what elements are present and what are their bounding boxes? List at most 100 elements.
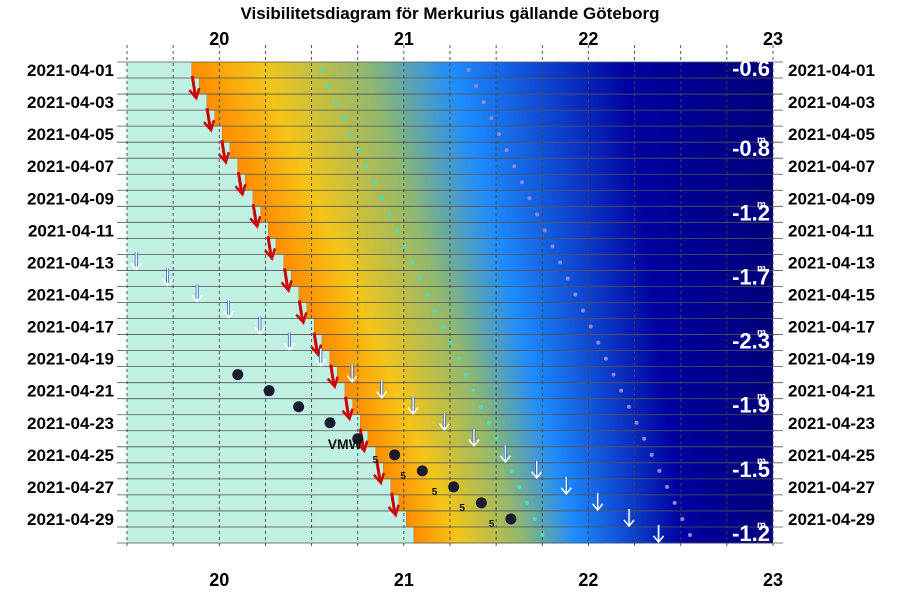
mercury-set-arrow-head: [283, 343, 296, 351]
civil-twilight-dot: [364, 164, 369, 169]
sunset-arrow-shaft: [190, 75, 197, 96]
daylight-row: [127, 398, 353, 416]
daylight-row: [127, 94, 207, 111]
sunset-arrow: [234, 172, 247, 197]
nautical-twilight-dot: [619, 388, 624, 393]
nautical-twilight-dot: [504, 148, 509, 153]
nautical-twilight-dot: [558, 260, 563, 265]
sunset-arrow: [341, 396, 354, 422]
civil-twilight-dot: [440, 324, 445, 329]
nautical-twilight-dot: [626, 404, 631, 409]
y-tick-right: 2021-04-11: [788, 221, 874, 240]
twilight-row: [383, 462, 773, 480]
magnitude-label: -1.2: [732, 200, 770, 225]
mercury-label: 5: [459, 503, 465, 514]
nautical-twilight-dot: [565, 276, 570, 281]
civil-twilight-dot: [448, 340, 453, 345]
mercury-set-arrow: [592, 492, 604, 512]
y-tick-right: 2021-04-17: [788, 318, 875, 337]
y-tick-right: 2021-04-03: [788, 93, 875, 112]
sunset-arrow-head: [203, 119, 216, 133]
y-tick-right: 2021-04-19: [788, 350, 875, 369]
nautical-twilight-dot: [672, 500, 677, 505]
mercury-position-dot: [352, 433, 364, 445]
magnitude-unit: m: [757, 392, 766, 403]
sunset-arrow-head: [310, 344, 323, 358]
y-tick-left: 2021-04-11: [28, 221, 114, 240]
mercury-set-arrow-head: [623, 519, 635, 528]
civil-twilight-dot: [402, 244, 407, 249]
mercury-set-arrow-head: [130, 262, 142, 271]
y-tick-left: 2021-04-07: [27, 157, 114, 176]
y-tick-left: 2021-04-09: [27, 189, 114, 208]
mercury-set-arrow-head: [407, 407, 419, 415]
mercury-set-arrow: [652, 524, 665, 544]
mercury-set-arrow: [531, 460, 543, 480]
civil-twilight-dot: [540, 532, 545, 537]
civil-twilight-dot: [494, 436, 499, 441]
civil-twilight-dot: [379, 196, 384, 201]
daylight-row: [127, 430, 368, 448]
twilight-row: [298, 286, 773, 303]
x-tick-bottom: 23: [763, 570, 783, 590]
civil-twilight-dot: [418, 276, 423, 281]
civil-twilight-dot: [372, 180, 377, 185]
nautical-twilight-dot: [603, 356, 608, 361]
sunset-arrow: [326, 364, 339, 390]
chart-marks: VMW55555-0.6m-0.8m-1.2m-1.7m-2.3m-1.9m-1…: [130, 55, 770, 546]
sunset-arrow-head: [234, 183, 247, 197]
daylight-row: [127, 126, 223, 143]
civil-twilight-dot: [334, 100, 339, 105]
nautical-twilight-dot: [527, 196, 532, 201]
daylight-row: [127, 494, 399, 512]
twilight-row: [406, 510, 773, 528]
civil-twilight-dot: [425, 292, 430, 297]
mercury-position-dot: [232, 369, 244, 381]
sunset-arrow-head: [217, 151, 231, 165]
mercury-set-arrow-head: [592, 503, 604, 512]
y-tick-right: 2021-04-01: [788, 61, 875, 80]
mercury-label: VMW: [328, 436, 363, 452]
y-tick-right: 2021-04-09: [788, 189, 875, 208]
daylight-row: [127, 62, 192, 79]
x-tick-top: 20: [209, 29, 229, 49]
sunset-arrow-head: [295, 312, 308, 326]
y-tick-right: 2021-04-15: [788, 285, 875, 304]
magnitude-unit: m: [757, 135, 766, 146]
magnitude-unit: m: [757, 328, 766, 339]
civil-twilight-dot: [479, 404, 484, 409]
magnitude-unit: m: [757, 456, 766, 467]
y-tick-right: 2021-04-23: [788, 414, 875, 433]
mercury-set-arrow: [222, 300, 235, 319]
mercury-position-dot: [293, 401, 305, 413]
mercury-label: 5: [489, 519, 495, 530]
twilight-row: [413, 526, 773, 544]
civil-twilight-dot: [509, 468, 514, 473]
nautical-twilight-dot: [657, 468, 662, 473]
x-tick-bottom: 22: [578, 570, 598, 590]
mercury-set-arrow-head: [376, 391, 388, 399]
sunset-arrow: [372, 460, 386, 486]
sunset-arrow-head: [341, 408, 354, 422]
nautical-twilight-dot: [466, 68, 471, 73]
mercury-set-arrow-head: [346, 375, 358, 383]
civil-twilight-dot: [471, 388, 476, 393]
sunset-arrow-shaft: [236, 172, 243, 192]
sunset-arrow-shaft: [375, 460, 382, 481]
mercury-set-arrow-head: [560, 487, 572, 496]
civil-twilight-dot: [410, 260, 415, 265]
mercury-set-arrow-head: [531, 471, 543, 480]
nautical-twilight-dot: [497, 132, 502, 137]
nautical-twilight-dot: [542, 228, 547, 233]
daylight-row: [127, 366, 338, 384]
mercury-set-arrow-head: [222, 311, 235, 319]
mercury-set-arrow-head: [315, 359, 327, 367]
y-tick-left: 2021-04-05: [27, 125, 114, 144]
y-tick-right: 2021-04-05: [788, 125, 875, 144]
nautical-twilight-dot: [474, 84, 479, 89]
civil-twilight-dot: [356, 148, 361, 153]
twilight-row: [229, 142, 773, 159]
nautical-twilight-dot: [665, 484, 670, 489]
daylight-row: [127, 414, 361, 432]
daylight-row: [127, 110, 215, 127]
